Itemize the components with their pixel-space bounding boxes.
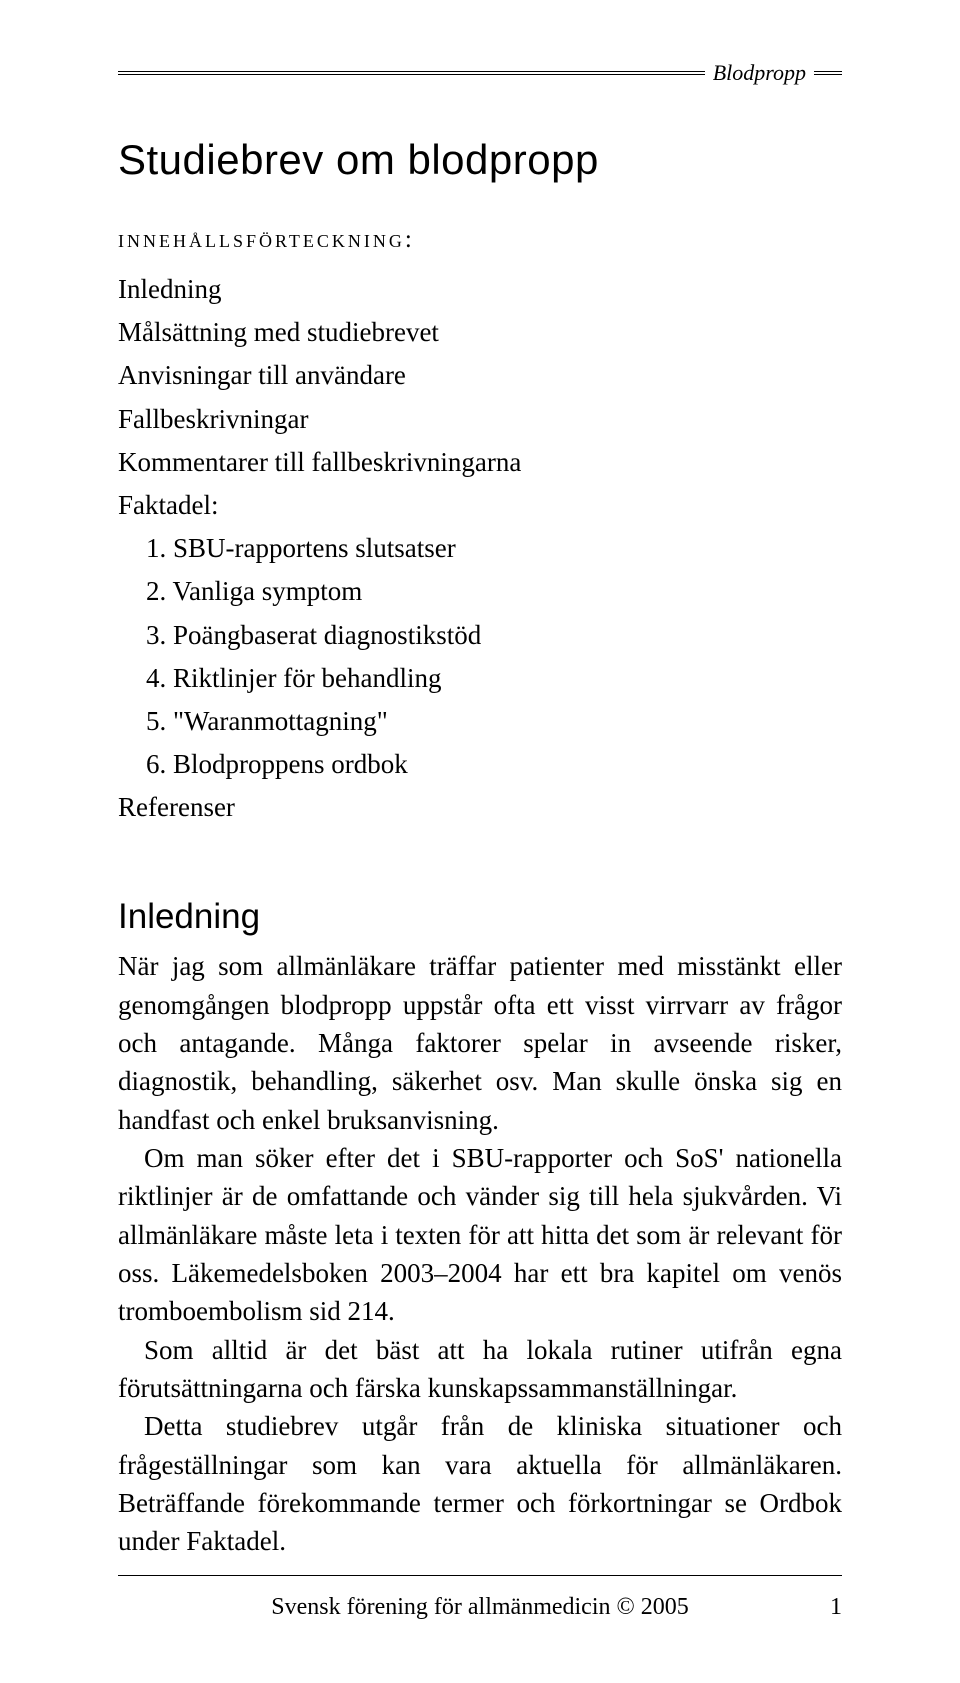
body-text: När jag som allmänläkare träffar patient… — [118, 947, 842, 1560]
toc-item: Kommentarer till fallbeskrivningarna — [118, 441, 842, 484]
table-of-contents: innehållsförteckning: Inledning Målsättn… — [118, 226, 842, 829]
toc-numbered-item: 5. "Waranmottagning" — [118, 700, 842, 743]
toc-item: Anvisningar till användare — [118, 354, 842, 397]
paragraph: Detta studiebrev utgår från de kliniska … — [118, 1407, 842, 1560]
header-decoration: Blodpropp — [118, 60, 842, 86]
toc-numbered-item: 1. SBU-rapportens slutsatser — [118, 527, 842, 570]
page-title: Studiebrev om blodpropp — [118, 136, 842, 184]
paragraph: När jag som allmänläkare träffar patient… — [118, 947, 842, 1139]
toc-numbered-item: 6. Blodproppens ordbok — [118, 743, 842, 786]
toc-item: Inledning — [118, 268, 842, 311]
paragraph: Som alltid är det bäst att ha lokala rut… — [118, 1331, 842, 1408]
toc-numbered-item: 4. Riktlinjer för behandling — [118, 657, 842, 700]
page-number: 1 — [812, 1594, 842, 1621]
footer-text: Svensk förening för allmänmedicin © 2005 — [148, 1594, 812, 1621]
toc-item: Faktadel: — [118, 484, 842, 527]
header-label: Blodpropp — [713, 60, 806, 86]
toc-numbered-item: 2. Vanliga symptom — [118, 570, 842, 613]
header-line — [118, 71, 705, 75]
toc-item: Fallbeskrivningar — [118, 398, 842, 441]
footer: Svensk förening för allmänmedicin © 2005… — [118, 1575, 842, 1621]
toc-item: Målsättning med studiebrevet — [118, 311, 842, 354]
toc-heading: innehållsförteckning: — [118, 226, 842, 254]
toc-item: Referenser — [118, 786, 842, 829]
paragraph: Om man söker efter det i SBU-rapporter o… — [118, 1139, 842, 1331]
header-line-right — [814, 71, 842, 75]
section-heading: Inledning — [118, 897, 842, 937]
toc-numbered-item: 3. Poängbaserat diagnostikstöd — [118, 614, 842, 657]
